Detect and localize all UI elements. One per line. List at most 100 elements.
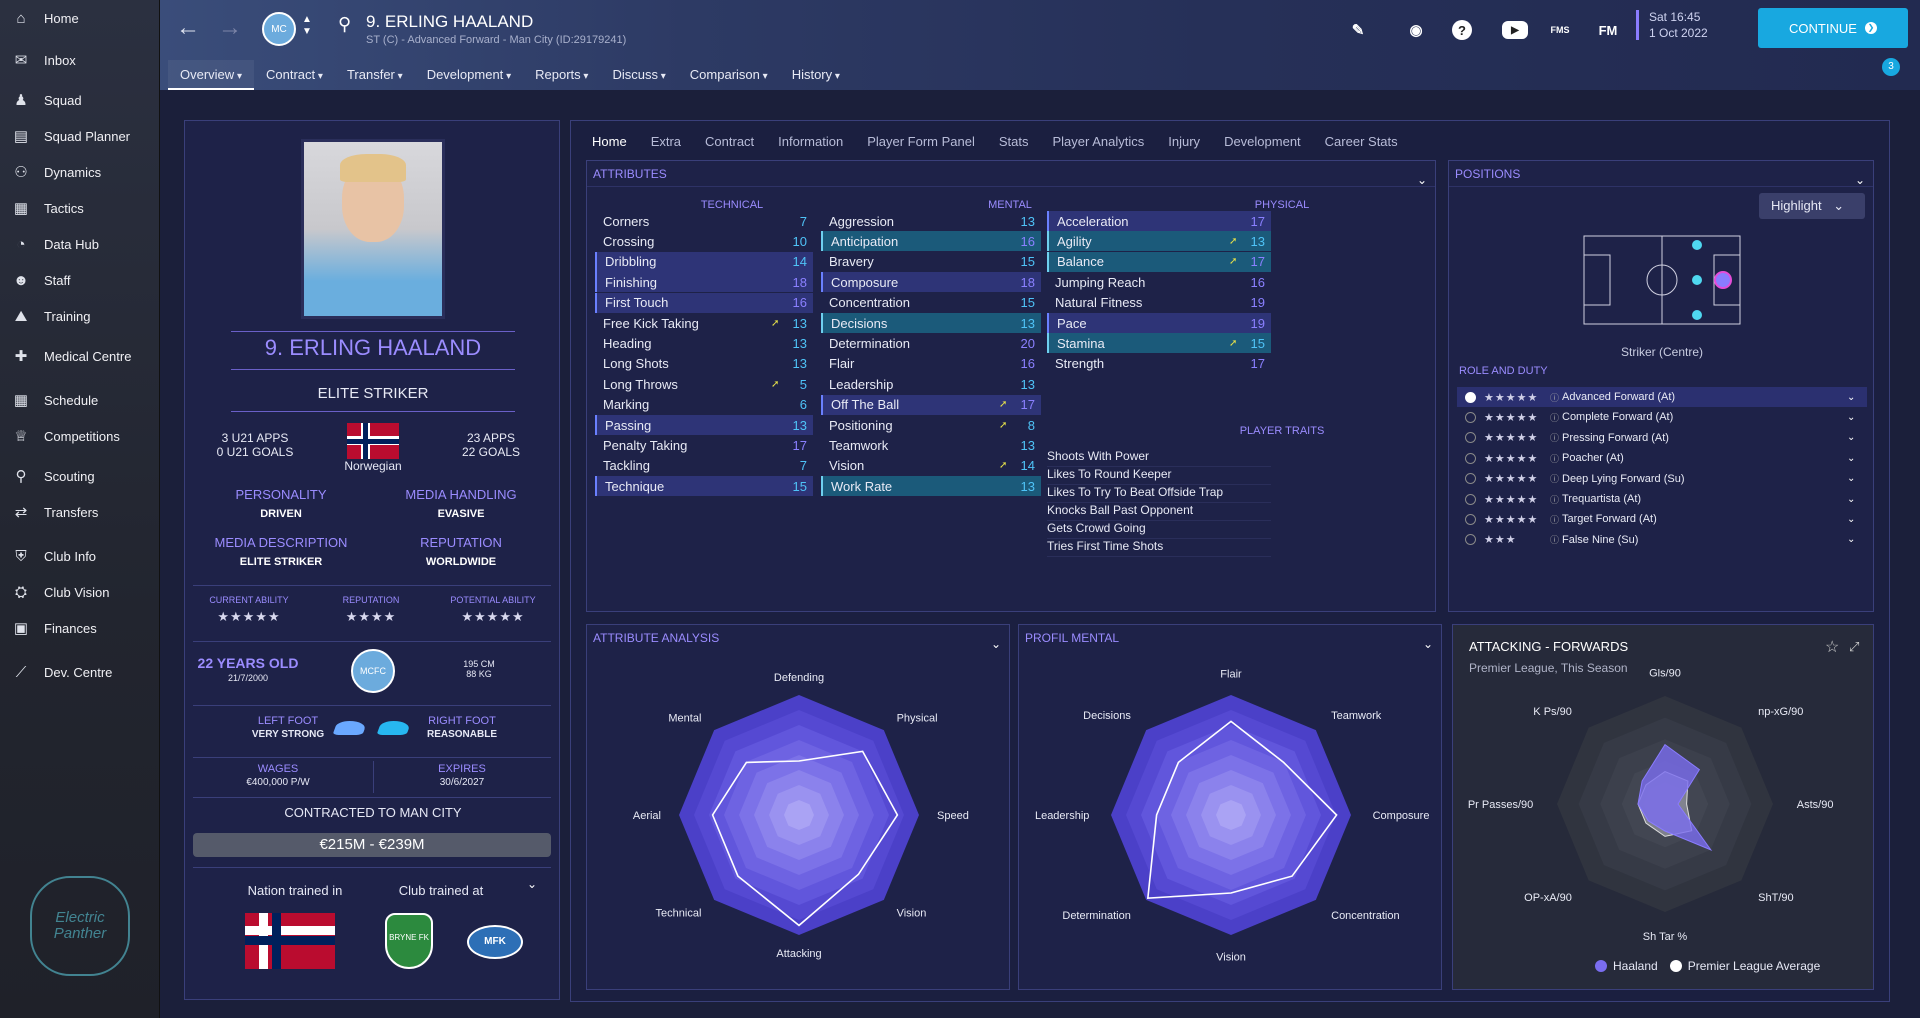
forward-arrow-icon[interactable]: → [218,14,242,41]
radio-button[interactable] [1465,534,1476,546]
chevron-down-icon[interactable]: ⌄ [1847,391,1856,403]
help-icon[interactable]: ? [1452,20,1472,40]
sidebar-item-club-info[interactable]: ⛨ Club Info [0,538,159,574]
tab-overview[interactable]: Overview [168,60,254,90]
attribute-row[interactable]: Off The Ball ➚ 17 [821,394,1041,415]
attribute-row[interactable]: Passing 13 [595,415,813,435]
star-icon[interactable]: ☆ [1825,639,1840,656]
chevron-down-icon[interactable]: ⌄ [1854,173,1865,187]
role-row[interactable]: ★★★★★ ⓘ Target Forward (At) ⌄ [1457,509,1867,529]
player-tab-extra[interactable]: Extra [650,134,682,149]
crest-chevron-icon[interactable]: ▲ ▼ [302,14,312,37]
attribute-row[interactable]: Bravery 15 [821,252,1041,272]
sidebar-item-home[interactable]: ⌂ Home [0,0,159,36]
chevron-down-icon[interactable]: ⌄ [1847,452,1856,464]
role-row[interactable]: ★★★ ⓘ False Nine (Su) ⌄ [1457,530,1867,550]
attribute-row[interactable]: Pace 19 [1047,313,1271,333]
sidebar-item-dynamics[interactable]: ⚇ Dynamics [0,154,159,190]
info-icon[interactable]: ⓘ [1550,535,1560,546]
sidebar-item-squad[interactable]: ♟ Squad [0,82,159,118]
attribute-row[interactable]: Work Rate 13 [821,476,1041,497]
attribute-row[interactable]: Acceleration 17 [1047,211,1271,231]
attribute-row[interactable]: Long Throws ➚ 5 [595,374,813,394]
notification-badge[interactable]: 3 [1882,58,1900,76]
attribute-row[interactable]: Composure 18 [821,272,1041,293]
info-icon[interactable]: ⓘ [1550,453,1560,464]
role-row[interactable]: ★★★★★ ⓘ Poacher (At) ⌄ [1457,448,1867,468]
player-tab-stats[interactable]: Stats [998,134,1029,149]
attribute-row[interactable]: Anticipation 16 [821,231,1041,252]
attribute-row[interactable]: Agility ➚ 13 [1047,231,1271,252]
chevron-down-icon[interactable]: ⌄ [1847,411,1856,423]
chevron-down-icon[interactable]: ⌄ [1847,513,1856,525]
info-icon[interactable]: ⓘ [1550,474,1560,485]
role-row[interactable]: ★★★★★ ⓘ Advanced Forward (At) ⌄ [1457,387,1867,407]
tab-comparison[interactable]: Comparison [678,60,780,90]
player-tab-information[interactable]: Information [778,134,844,149]
sidebar-item-finances[interactable]: ▣ Finances [0,610,159,646]
attribute-row[interactable]: Aggression 13 [821,211,1041,231]
attribute-row[interactable]: Long Shots 13 [595,354,813,374]
search-icon[interactable]: ⚲ [338,14,352,34]
sidebar-item-staff[interactable]: ☻ Staff [0,262,159,298]
radio-button[interactable] [1465,473,1476,485]
attribute-row[interactable]: Tackling 7 [595,456,813,476]
role-row[interactable]: ★★★★★ ⓘ Pressing Forward (At) ⌄ [1457,428,1867,448]
chevron-down-icon[interactable]: ⌄ [527,877,538,891]
attribute-row[interactable]: Teamwork 13 [821,435,1041,455]
chevron-down-icon[interactable]: ⌄ [1847,534,1856,546]
sidebar-item-club-vision[interactable]: ⛭ Club Vision [0,574,159,610]
tab-contract[interactable]: Contract [254,60,335,90]
player-tab-career-stats[interactable]: Career Stats [1324,134,1398,149]
tab-history[interactable]: History [780,60,852,90]
radio-button[interactable] [1465,513,1476,525]
sidebar-item-dev-centre[interactable]: ⟋ Dev. Centre [0,654,159,690]
club-crest-icon[interactable]: MC [262,12,296,46]
attribute-row[interactable]: First Touch 16 [595,292,813,313]
fm-icon[interactable]: FM [1598,22,1618,38]
player-tab-player-analytics[interactable]: Player Analytics [1052,134,1145,149]
fms-icon[interactable]: FMS [1550,25,1570,35]
chevron-down-icon[interactable]: ⌄ [1422,637,1433,651]
attribute-row[interactable]: Heading 13 [595,333,813,353]
player-tab-contract[interactable]: Contract [705,134,755,149]
attribute-row[interactable]: Corners 7 [595,211,813,231]
attribute-row[interactable]: Stamina ➚ 15 [1047,333,1271,354]
radio-button[interactable] [1465,391,1476,403]
transfer-value[interactable]: €215M - €239M [193,833,551,857]
attribute-row[interactable]: Determination 20 [821,333,1041,353]
info-icon[interactable]: ⓘ [1550,412,1560,423]
sidebar-item-transfers[interactable]: ⇄ Transfers [0,494,159,530]
attribute-row[interactable]: Marking 6 [595,395,813,415]
player-tab-player-form-panel[interactable]: Player Form Panel [867,134,975,149]
tab-reports[interactable]: Reports [523,60,600,90]
edit-icon[interactable]: ✎ [1351,22,1365,39]
sidebar-item-tactics[interactable]: ▦ Tactics [0,190,159,226]
info-icon[interactable]: ⓘ [1550,494,1560,505]
attribute-row[interactable]: Dribbling 14 [595,251,813,272]
tab-discuss[interactable]: Discuss [600,60,677,90]
globe-icon[interactable]: ◉ [1409,22,1423,39]
sidebar-item-data-hub[interactable]: ◔ Data Hub [0,226,159,262]
chevron-down-icon[interactable]: ⌄ [1416,173,1427,187]
chevron-down-icon[interactable]: ⌄ [990,637,1001,651]
info-icon[interactable]: ⓘ [1550,514,1560,525]
sidebar-item-competitions[interactable]: ♕ Competitions [0,418,159,454]
highlight-dropdown[interactable]: Highlight ⌄ [1759,193,1865,219]
chevron-down-icon[interactable]: ⌄ [1847,432,1856,444]
attribute-row[interactable]: Decisions 13 [821,313,1041,333]
attribute-row[interactable]: Natural Fitness 19 [1047,293,1271,313]
info-icon[interactable]: ⓘ [1550,433,1560,444]
attribute-row[interactable]: Balance ➚ 17 [1047,251,1271,272]
attribute-row[interactable]: Crossing 10 [595,231,813,251]
sidebar-item-scouting[interactable]: ⚲ Scouting [0,458,159,494]
info-icon[interactable]: ⓘ [1550,392,1560,403]
role-row[interactable]: ★★★★★ ⓘ Trequartista (At) ⌄ [1457,489,1867,509]
tab-transfer[interactable]: Transfer [335,60,415,90]
radio-button[interactable] [1465,452,1476,464]
sidebar-item-medical-centre[interactable]: ✚ Medical Centre [0,338,159,374]
attribute-row[interactable]: Positioning ➚ 8 [821,415,1041,435]
sidebar-item-inbox[interactable]: ✉ Inbox [0,42,159,78]
attribute-row[interactable]: Jumping Reach 16 [1047,272,1271,292]
player-tab-injury[interactable]: Injury [1168,134,1201,149]
